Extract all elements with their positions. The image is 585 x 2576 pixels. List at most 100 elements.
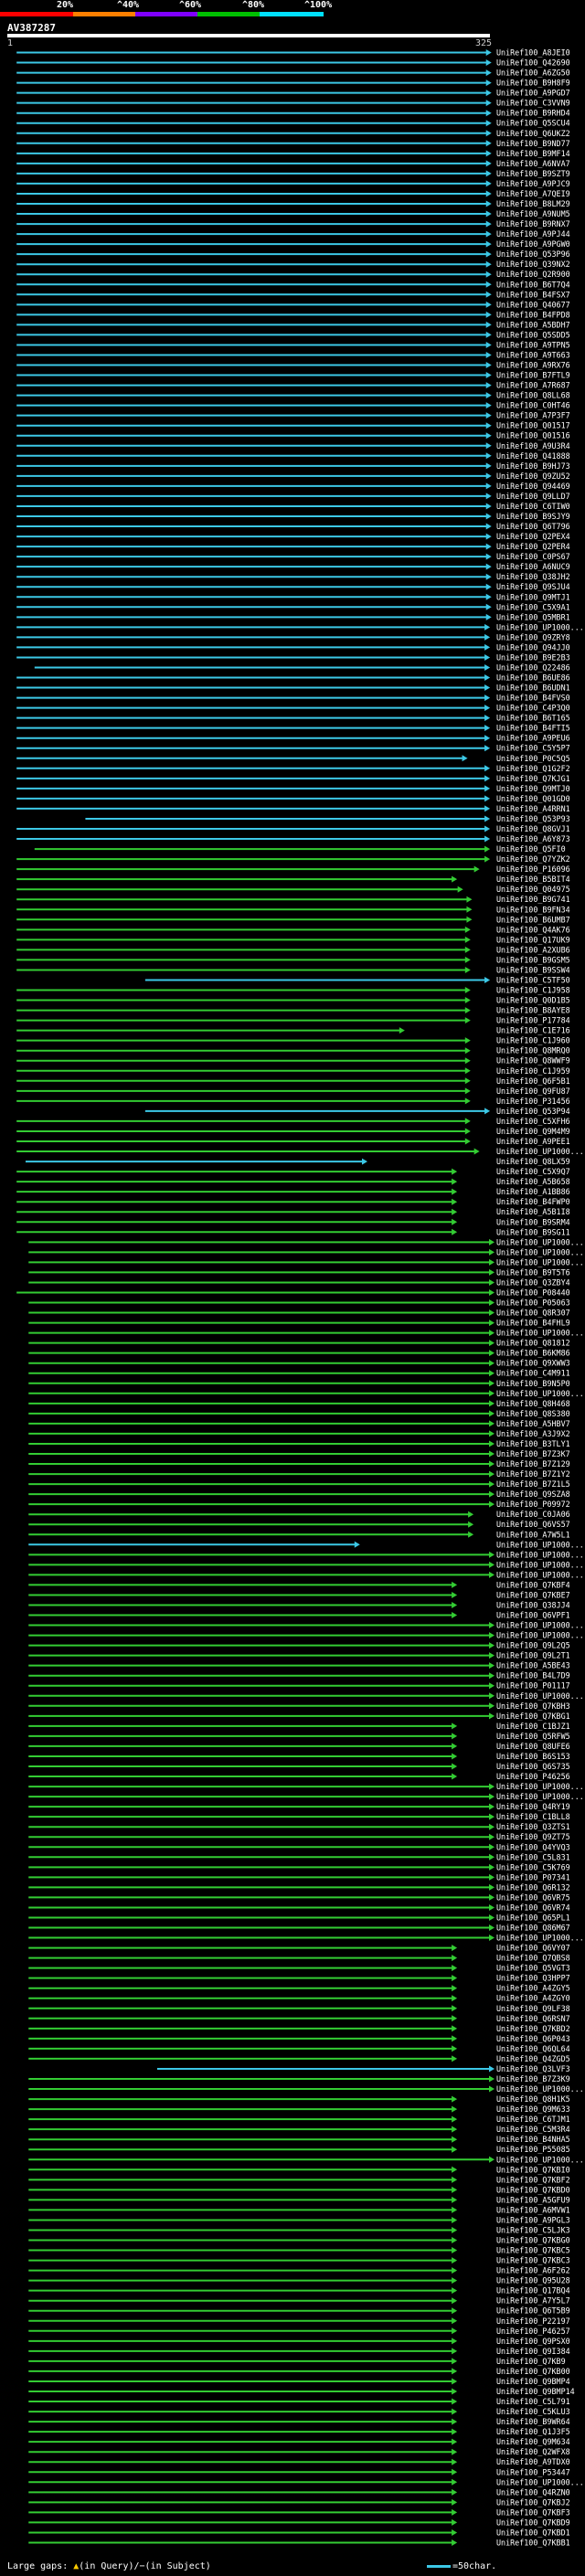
hit-label[interactable]: UniRef100_Q9FU87 — [496, 1087, 570, 1096]
hit-label[interactable]: UniRef100_C0JA06 — [496, 1510, 570, 1519]
hit-label[interactable]: UniRef100_C6TIW0 — [496, 502, 570, 511]
hit-label[interactable]: UniRef100_C1J958 — [496, 986, 570, 995]
hit-label[interactable]: UniRef100_C5L791 — [496, 2397, 570, 2406]
hit-label[interactable]: UniRef100_A5BDH7 — [496, 320, 570, 329]
hit-label[interactable]: UniRef100_UP1000... — [496, 1560, 584, 1569]
hit-label[interactable]: UniRef100_B9G741 — [496, 895, 570, 904]
hit-label[interactable]: UniRef100_Q6VS57 — [496, 1520, 570, 1529]
hit-label[interactable]: UniRef100_Q7QBS8 — [496, 1954, 570, 1963]
hit-label[interactable]: UniRef100_UP1000... — [496, 1934, 584, 1943]
hit-label[interactable]: UniRef100_C5X9A1 — [496, 602, 570, 611]
hit-label[interactable]: UniRef100_C1J959 — [496, 1066, 570, 1076]
hit-label[interactable]: UniRef100_B6KM86 — [496, 1349, 570, 1358]
hit-label[interactable]: UniRef100_Q6F5B1 — [496, 1076, 570, 1086]
hit-label[interactable]: UniRef100_B4FPD8 — [496, 310, 570, 319]
hit-label[interactable]: UniRef100_A5B1I8 — [496, 1207, 570, 1216]
hit-label[interactable]: UniRef100_Q6VR75 — [496, 1892, 570, 1902]
hit-label[interactable]: UniRef100_B7FTL9 — [496, 371, 570, 380]
hit-label[interactable]: UniRef100_Q53P96 — [496, 249, 570, 259]
hit-label[interactable]: UniRef100_Q5MBR1 — [496, 612, 570, 621]
hit-label[interactable]: UniRef100_UP1000... — [496, 1792, 584, 1801]
hit-label[interactable]: UniRef100_C3VVN9 — [496, 99, 570, 108]
hit-label[interactable]: UniRef100_C1J960 — [496, 1036, 570, 1045]
hit-label[interactable]: UniRef100_Q8UFE6 — [496, 1742, 570, 1751]
hit-label[interactable]: UniRef100_Q7KBD1 — [496, 2528, 570, 2537]
hit-label[interactable]: UniRef100_B9SZT9 — [496, 169, 570, 178]
hit-label[interactable]: UniRef100_Q3ZTS1 — [496, 1822, 570, 1831]
hit-label[interactable]: UniRef100_Q7KBF3 — [496, 2507, 570, 2517]
hit-label[interactable]: UniRef100_A9PJ44 — [496, 229, 570, 239]
hit-label[interactable]: UniRef100_A9PGL3 — [496, 2215, 570, 2224]
hit-label[interactable]: UniRef100_UP1000... — [496, 2155, 584, 2164]
hit-label[interactable]: UniRef100_Q7KBJ2 — [496, 2497, 570, 2507]
hit-label[interactable]: UniRef100_Q9M634 — [496, 2437, 570, 2446]
hit-label[interactable]: UniRef100_Q9LLD7 — [496, 492, 570, 501]
hit-label[interactable]: UniRef100_Q2WFX8 — [496, 2447, 570, 2456]
hit-label[interactable]: UniRef100_Q81812 — [496, 1339, 570, 1348]
hit-label[interactable]: UniRef100_B9FN34 — [496, 905, 570, 914]
hit-label[interactable]: UniRef100_UP1000... — [496, 1329, 584, 1338]
hit-label[interactable]: UniRef100_Q17UK9 — [496, 935, 570, 944]
hit-label[interactable]: UniRef100_A9U3R4 — [496, 441, 570, 451]
hit-label[interactable]: UniRef100_Q4AK76 — [496, 925, 570, 934]
hit-label[interactable]: UniRef100_B9SJY9 — [496, 512, 570, 521]
hit-label[interactable]: UniRef100_A9PGW0 — [496, 239, 570, 249]
hit-label[interactable]: UniRef100_UP1000... — [496, 1540, 584, 1549]
hit-label[interactable]: UniRef100_B4FTI5 — [496, 724, 570, 733]
hit-label[interactable]: UniRef100_Q7KBC5 — [496, 2246, 570, 2255]
hit-label[interactable]: UniRef100_Q7KBG0 — [496, 2236, 570, 2245]
hit-label[interactable]: UniRef100_A6NVA7 — [496, 159, 570, 168]
hit-label[interactable]: UniRef100_A6MVW1 — [496, 2205, 570, 2214]
hit-label[interactable]: UniRef100_B4L7D9 — [496, 1671, 570, 1680]
hit-label[interactable]: UniRef100_Q9BMP4 — [496, 2377, 570, 2386]
hit-label[interactable]: UniRef100_Q95U28 — [496, 2276, 570, 2285]
hit-label[interactable]: UniRef100_Q6R132 — [496, 1882, 570, 1892]
hit-label[interactable]: UniRef100_UP1000... — [496, 1691, 584, 1701]
hit-label[interactable]: UniRef100_Q94469 — [496, 482, 570, 491]
hit-label[interactable]: UniRef100_Q7KBD2 — [496, 2024, 570, 2033]
hit-label[interactable]: UniRef100_UP1000... — [496, 1570, 584, 1579]
hit-label[interactable]: UniRef100_Q86M67 — [496, 1924, 570, 1933]
hit-label[interactable]: UniRef100_A4ZGY5 — [496, 1984, 570, 1993]
hit-label[interactable]: UniRef100_C0HT46 — [496, 401, 570, 410]
hit-label[interactable]: UniRef100_Q2PEX4 — [496, 532, 570, 541]
hit-label[interactable]: UniRef100_B7Z3K9 — [496, 2074, 570, 2083]
hit-label[interactable]: UniRef100_C5K769 — [496, 1862, 570, 1871]
hit-label[interactable]: UniRef100_Q3LVF3 — [496, 2064, 570, 2073]
hit-label[interactable]: UniRef100_A6ZG50 — [496, 69, 570, 78]
hit-label[interactable]: UniRef100_B4FSX7 — [496, 290, 570, 299]
hit-label[interactable]: UniRef100_A7W5L1 — [496, 1530, 570, 1539]
hit-label[interactable]: UniRef100_B3TLY1 — [496, 1439, 570, 1448]
hit-label[interactable]: UniRef100_A5HBV7 — [496, 1419, 570, 1428]
hit-label[interactable]: UniRef100_Q8MRQ0 — [496, 1046, 570, 1055]
hit-label[interactable]: UniRef100_Q6VPF1 — [496, 1611, 570, 1620]
hit-label[interactable]: UniRef100_C5LJK3 — [496, 2225, 570, 2234]
hit-label[interactable]: UniRef100_B4FVS0 — [496, 694, 570, 703]
hit-label[interactable]: UniRef100_P53447 — [496, 2467, 570, 2476]
hit-label[interactable]: UniRef100_A9TPN5 — [496, 340, 570, 349]
hit-label[interactable]: UniRef100_Q7KB9 — [496, 2357, 566, 2366]
hit-label[interactable]: UniRef100_C4M911 — [496, 1369, 570, 1378]
hit-label[interactable]: UniRef100_P55085 — [496, 2145, 570, 2154]
hit-label[interactable]: UniRef100_Q6T5B9 — [496, 2306, 570, 2316]
hit-label[interactable]: UniRef100_Q8LL68 — [496, 391, 570, 400]
hit-label[interactable]: UniRef100_Q9I384 — [496, 2347, 570, 2356]
hit-label[interactable]: UniRef100_Q9XWW3 — [496, 1359, 570, 1368]
hit-label[interactable]: UniRef100_B6T165 — [496, 714, 570, 723]
hit-label[interactable]: UniRef100_Q7KBF4 — [496, 1580, 570, 1589]
hit-label[interactable]: UniRef100_P16096 — [496, 864, 570, 874]
hit-label[interactable]: UniRef100_Q7KB00 — [496, 2367, 570, 2376]
hit-label[interactable]: UniRef100_P05063 — [496, 1299, 570, 1308]
hit-label[interactable]: UniRef100_Q53P93 — [496, 814, 570, 823]
hit-label[interactable]: UniRef100_Q1J3F5 — [496, 2427, 570, 2436]
hit-label[interactable]: UniRef100_B6UDN1 — [496, 684, 570, 693]
hit-label[interactable]: UniRef100_Q9MTJ0 — [496, 784, 570, 793]
hit-label[interactable]: UniRef100_Q5SCU4 — [496, 119, 570, 128]
hit-label[interactable]: UniRef100_C1BJZ1 — [496, 1722, 570, 1731]
hit-label[interactable]: UniRef100_Q39NX2 — [496, 260, 570, 269]
hit-label[interactable]: UniRef100_B9HJ73 — [496, 461, 570, 471]
hit-label[interactable]: UniRef100_Q7KBC3 — [496, 2256, 570, 2265]
hit-label[interactable]: UniRef100_A4RRN1 — [496, 804, 570, 813]
hit-label[interactable]: UniRef100_A5GFU9 — [496, 2195, 570, 2204]
hit-label[interactable]: UniRef100_Q42690 — [496, 58, 570, 68]
